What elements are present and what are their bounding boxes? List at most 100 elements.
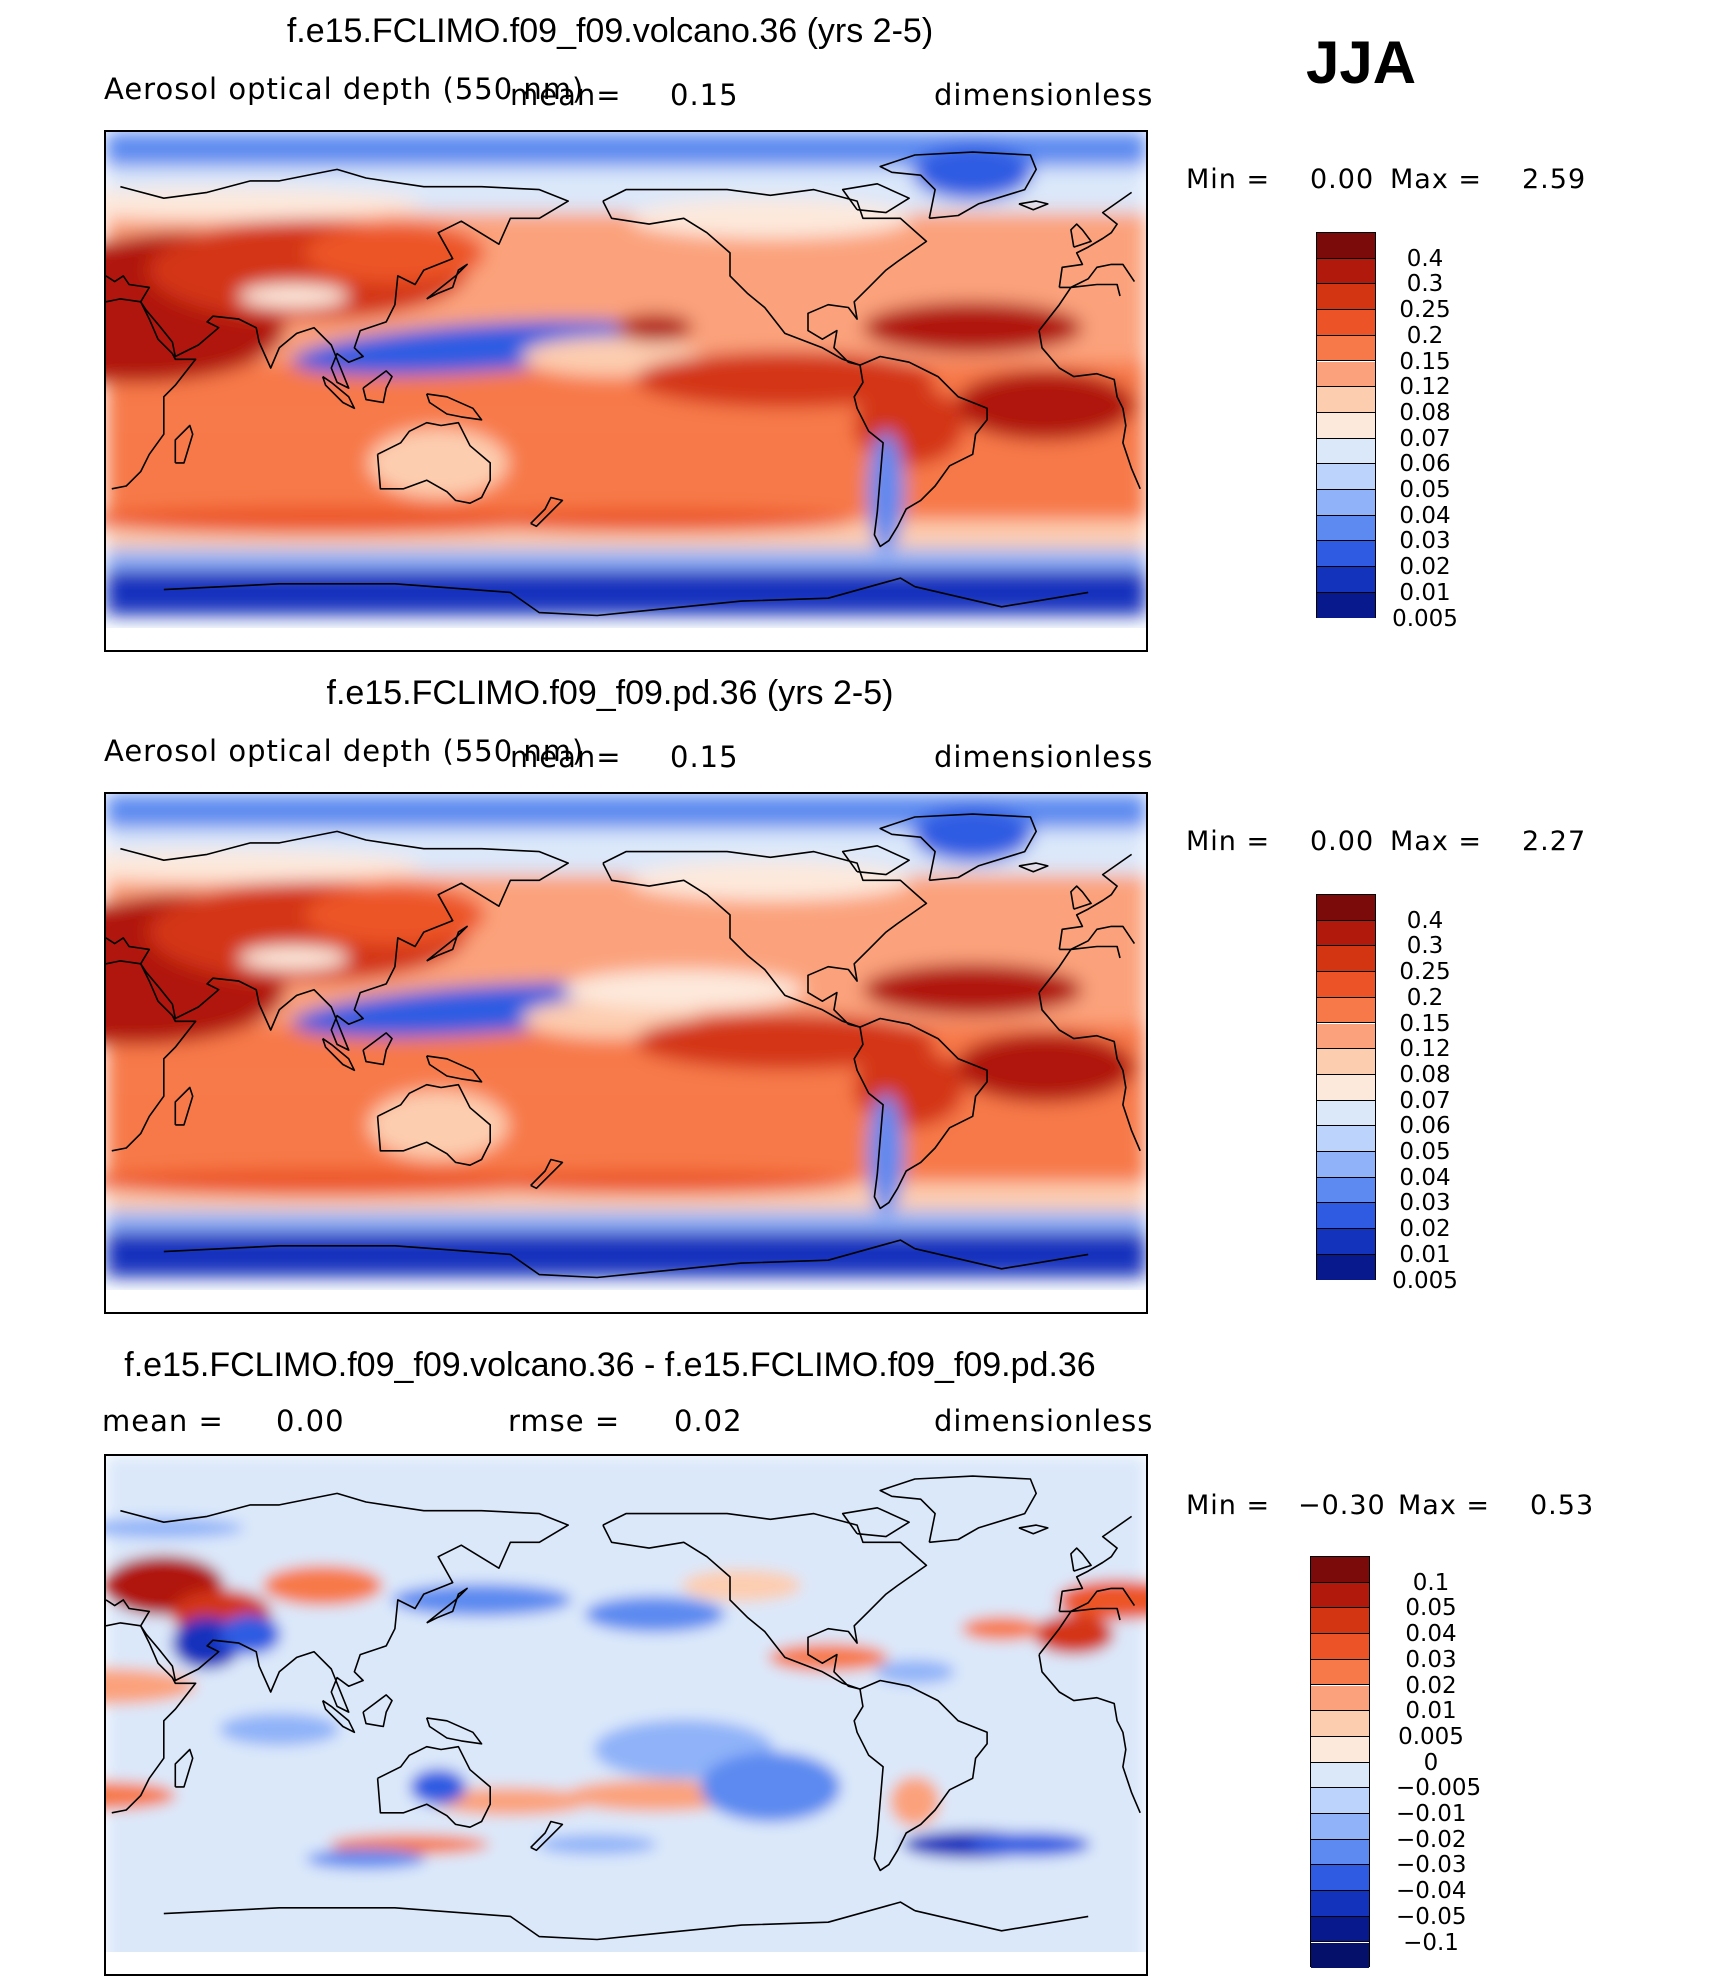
colorbar-tick-label: 0 bbox=[1423, 1749, 1439, 1776]
colorbar-tick-label: 0.005 bbox=[1398, 1723, 1464, 1750]
colorbar-tick-label: 0.12 bbox=[1399, 374, 1451, 401]
coastline-nz bbox=[530, 496, 564, 528]
positive-anomaly bbox=[1033, 1614, 1114, 1655]
colorbar-swatch bbox=[1317, 1229, 1375, 1255]
antarctic-band bbox=[106, 1231, 1146, 1278]
colorbar-swatch bbox=[1317, 1074, 1375, 1101]
colorbar-tick-label: 0.12 bbox=[1399, 1036, 1451, 1063]
antarctic-band bbox=[106, 569, 1146, 616]
south-atlantic-aod bbox=[954, 1032, 1135, 1103]
colorbar-tick-label: −0.02 bbox=[1396, 1826, 1467, 1853]
coastline-australia bbox=[376, 1083, 491, 1166]
coastline-uk bbox=[1070, 885, 1092, 910]
colorbar-frame bbox=[1316, 894, 1376, 1281]
negative-anomaly bbox=[410, 1768, 467, 1805]
coastline-baffin bbox=[841, 1507, 910, 1538]
negative-anomaly bbox=[306, 1848, 426, 1869]
colorbar-swatch bbox=[1311, 1685, 1369, 1712]
colorbar-swatch bbox=[1317, 1126, 1375, 1152]
negative-anomaly bbox=[874, 1659, 955, 1684]
colorbar-swatch bbox=[1317, 1203, 1375, 1230]
colorbar-frame bbox=[1316, 232, 1376, 619]
coastline-eurasia bbox=[106, 830, 1136, 1051]
negative-anomaly bbox=[220, 1614, 281, 1655]
panel-1-max-label: Max = bbox=[1390, 164, 1483, 195]
colorbar-swatch bbox=[1317, 1023, 1375, 1050]
southern-band bbox=[106, 1081, 1146, 1183]
colorbar-swatch bbox=[1311, 1634, 1369, 1660]
panel-3-min-label: Min = bbox=[1186, 1490, 1271, 1521]
missing-data-cap bbox=[106, 1952, 1146, 1974]
panel-2-title: f.e15.FCLIMO.f09_f09.pd.36 (yrs 2-5) bbox=[326, 674, 894, 712]
colorbar-tick-label: 0.04 bbox=[1399, 1164, 1451, 1191]
coastline-greenland bbox=[879, 1475, 1037, 1544]
colorbar-tick-label: 0.03 bbox=[1399, 1190, 1451, 1217]
negative-anomaly bbox=[537, 1834, 658, 1855]
panel-3-rmse-value: 0.02 bbox=[674, 1404, 743, 1438]
panel-1-title: f.e15.FCLIMO.f09_f09.volcano.36 (yrs 2-5… bbox=[286, 12, 934, 50]
colorbar-swatch bbox=[1311, 1582, 1369, 1609]
colorbar-swatch bbox=[1311, 1659, 1369, 1686]
colorbar-swatch bbox=[1311, 1736, 1369, 1763]
aod-map-svg bbox=[106, 132, 1146, 650]
panel-2-min-label: Min = bbox=[1186, 826, 1271, 857]
positive-anomaly bbox=[564, 1779, 745, 1812]
colorbar-tick-label: −0.01 bbox=[1396, 1801, 1467, 1827]
colorbar-tick-label: 0.15 bbox=[1399, 348, 1451, 375]
colorbar-swatch bbox=[1311, 1608, 1369, 1635]
colorbar-swatch bbox=[1317, 438, 1375, 465]
coastline-baffin bbox=[841, 845, 910, 876]
coastline-iceland bbox=[1018, 200, 1049, 211]
colorbar-swatch bbox=[1317, 412, 1375, 439]
colorbar-tick-label: 0.02 bbox=[1405, 1672, 1457, 1699]
colorbar-swatch bbox=[1317, 284, 1375, 311]
positive-anomaly bbox=[768, 1643, 889, 1672]
coastline-newguinea bbox=[425, 1055, 483, 1083]
colorbar-swatch bbox=[1317, 335, 1375, 362]
panel-1-min-label: Min = bbox=[1186, 164, 1271, 195]
atlantic-dust-plume bbox=[862, 963, 1083, 1016]
colorbar-tick-label: 0.005 bbox=[1392, 1267, 1458, 1294]
coastline-samerica bbox=[853, 1679, 988, 1872]
panel-1-max-value: 2.59 bbox=[1522, 164, 1587, 195]
colorbar-tick-label: 0.3 bbox=[1406, 933, 1444, 960]
coastlines bbox=[106, 813, 1141, 1279]
colorbar-swatch bbox=[1317, 258, 1375, 285]
colorbar-tick-label: 0.01 bbox=[1399, 579, 1451, 606]
colorbar-tick-label: −0.03 bbox=[1396, 1852, 1467, 1879]
negative-anomaly bbox=[106, 1517, 244, 1538]
colorbar-tick-label: −0.05 bbox=[1396, 1903, 1467, 1930]
colorbar-swatch bbox=[1311, 1814, 1369, 1840]
southern-indian-aod bbox=[106, 506, 563, 535]
coastline-madagascar bbox=[174, 424, 194, 464]
colorbar-swatch bbox=[1311, 1711, 1369, 1737]
colorbar-swatch bbox=[1317, 1177, 1375, 1204]
coastline-eurasia bbox=[106, 168, 1136, 389]
colorbar-swatch bbox=[1317, 1254, 1375, 1281]
colorbar-frame bbox=[1310, 1556, 1370, 1969]
negative-anomaly bbox=[970, 1832, 1091, 1857]
positive-anomaly bbox=[430, 1787, 591, 1816]
coastline-eurasia bbox=[106, 1492, 1136, 1713]
panel-3-title: f.e15.FCLIMO.f09_f09.volcano.36 - f.e15.… bbox=[124, 1346, 1096, 1384]
colorbar-tick-label: 0.03 bbox=[1405, 1646, 1457, 1673]
colorbar-tick-label: 0.25 bbox=[1399, 297, 1451, 324]
colorbar-swatch bbox=[1317, 387, 1375, 413]
colorbar-tick-label: −0.005 bbox=[1396, 1775, 1482, 1802]
positive-anomaly bbox=[961, 1616, 1042, 1641]
colorbar-tick-label: 0.25 bbox=[1399, 959, 1451, 986]
colorbar-tick-label: 0.02 bbox=[1399, 554, 1451, 581]
colorbar-swatch bbox=[1317, 541, 1375, 568]
colorbar-tick-label: 0.2 bbox=[1406, 322, 1444, 349]
colorbar-tick-label: 0.1 bbox=[1412, 1569, 1450, 1596]
colorbar-swatch bbox=[1317, 1100, 1375, 1127]
coastlines bbox=[106, 151, 1141, 617]
panel-2-mean-value: 0.15 bbox=[670, 740, 739, 774]
negative-anomaly bbox=[219, 1713, 340, 1746]
south-atlantic-aod bbox=[954, 370, 1135, 441]
coastline-nz bbox=[530, 1820, 564, 1852]
colorbar-tick-label: 0.01 bbox=[1405, 1698, 1457, 1725]
colorbar-swatch bbox=[1311, 1557, 1369, 1583]
east-asia-aod bbox=[304, 884, 485, 945]
coastline-sumatra bbox=[321, 1037, 356, 1072]
